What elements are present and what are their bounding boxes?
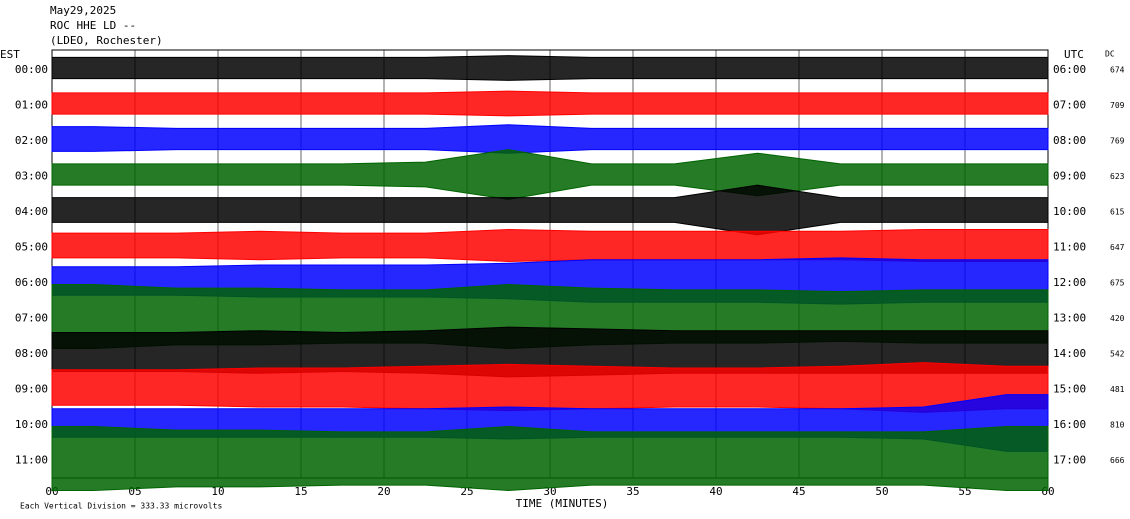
trace-envelope: [51, 184, 1049, 236]
est-label: 04:00: [15, 205, 48, 218]
utc-label: 11:00: [1053, 241, 1086, 254]
dc-value: 623: [1110, 172, 1125, 181]
trace-envelope: [51, 426, 1049, 491]
dc-value: 666: [1110, 456, 1125, 465]
trace-envelope: [51, 229, 1049, 262]
dc-value: 709: [1110, 101, 1125, 110]
dc-value: 615: [1110, 208, 1125, 217]
x-tick-label: 35: [626, 485, 639, 498]
left-axis-label: EST: [0, 48, 20, 61]
title-line: ROC HHE LD --: [50, 19, 136, 32]
dc-label: DC: [1105, 50, 1115, 59]
dc-value: 420: [1110, 314, 1125, 323]
trace-envelope: [51, 124, 1049, 154]
dc-value: 810: [1110, 421, 1125, 430]
x-axis-label: TIME (MINUTES): [516, 497, 609, 510]
est-label: 05:00: [15, 241, 48, 254]
title-line: (LDEO, Rochester): [50, 34, 163, 47]
dc-value: 647: [1110, 243, 1125, 252]
utc-label: 07:00: [1053, 99, 1086, 112]
utc-label: 09:00: [1053, 170, 1086, 183]
trace-envelope: [51, 149, 1049, 200]
utc-label: 13:00: [1053, 312, 1086, 325]
utc-label: 12:00: [1053, 276, 1086, 289]
trace-envelope: [51, 55, 1049, 81]
est-label: 01:00: [15, 99, 48, 112]
est-label: 08:00: [15, 347, 48, 360]
dc-value: 674: [1110, 66, 1125, 75]
x-tick-label: 15: [294, 485, 307, 498]
utc-label: 14:00: [1053, 347, 1086, 360]
dc-value: 542: [1110, 350, 1125, 359]
x-tick-label: 20: [377, 485, 390, 498]
trace-envelope: [51, 362, 1049, 413]
title-line: May29,2025: [50, 4, 116, 17]
x-tick-label: 45: [792, 485, 805, 498]
dc-value: 769: [1110, 137, 1125, 146]
right-axis-label: UTC: [1064, 48, 1084, 61]
est-label: 03:00: [15, 170, 48, 183]
utc-label: 16:00: [1053, 418, 1086, 431]
footer: Each Vertical Division = 333.33 microvol…: [20, 502, 222, 511]
est-label: 00:00: [15, 63, 48, 76]
est-label: 10:00: [15, 418, 48, 431]
est-label: 11:00: [15, 454, 48, 467]
utc-label: 06:00: [1053, 63, 1086, 76]
utc-label: 15:00: [1053, 383, 1086, 396]
est-label: 02:00: [15, 134, 48, 147]
utc-label: 17:00: [1053, 454, 1086, 467]
x-tick-label: 50: [875, 485, 888, 498]
dc-value: 481: [1110, 385, 1125, 394]
est-label: 09:00: [15, 383, 48, 396]
utc-label: 10:00: [1053, 205, 1086, 218]
est-label: 07:00: [15, 312, 48, 325]
x-tick-label: 10: [211, 485, 224, 498]
dc-value: 675: [1110, 279, 1125, 288]
trace-envelope: [51, 90, 1049, 117]
est-label: 06:00: [15, 276, 48, 289]
utc-label: 08:00: [1053, 134, 1086, 147]
x-tick-label: 40: [709, 485, 722, 498]
